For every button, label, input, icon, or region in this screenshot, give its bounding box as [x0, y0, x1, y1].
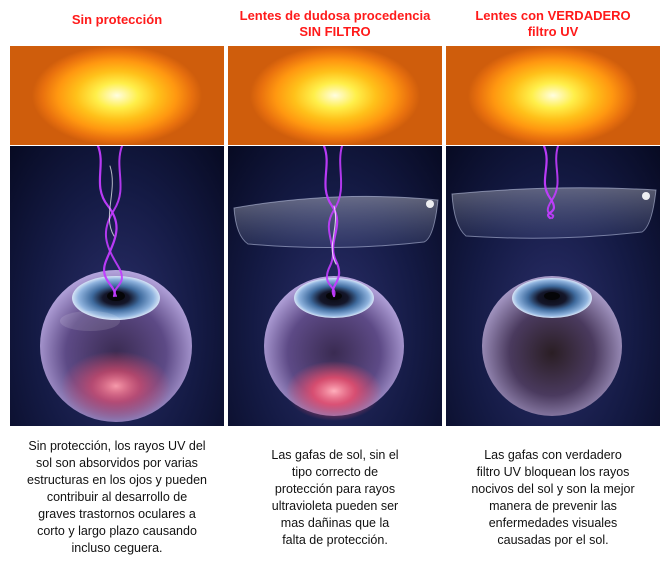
panel-title: Lentes con VERDADERO filtro UV: [446, 4, 660, 44]
description-line: ultravioleta pueden ser: [271, 499, 399, 513]
panel-sin-proteccion: Sin protección: [10, 0, 224, 566]
description-line: mas dañinas que la: [280, 516, 390, 530]
panel-title: Lentes de dudosa procedencia SIN FILTRO: [228, 4, 442, 44]
panel-title-line: Lentes con VERDADERO: [475, 8, 631, 23]
description-line: estructuras en los ojos y pueden: [27, 473, 207, 487]
eye-ball-icon: [482, 276, 622, 416]
panel-title-line: filtro UV: [527, 24, 579, 39]
eye-illustration: [10, 146, 224, 426]
description-line: Las gafas de sol, sin el: [271, 448, 399, 462]
sun-glow-image: [446, 46, 660, 145]
eye-illustration: [228, 146, 442, 426]
panel-description: Las gafas de sol, sin el tipo correcto d…: [228, 447, 442, 549]
lens-icon: [233, 195, 439, 249]
description-line: corto y largo plazo causando: [37, 524, 197, 538]
description-line: Sin protección, los rayos UV del: [28, 439, 206, 453]
description-line: tipo correcto de: [291, 465, 379, 479]
description-line: graves trastornos oculares a: [38, 507, 196, 521]
uv-ray-icon: [542, 146, 559, 220]
description-line: falta de protección.: [282, 533, 388, 547]
panel-filtro-uv: Lentes con VERDADERO filtro UV: [446, 0, 660, 566]
panel-title-text: Sin protección: [71, 12, 163, 27]
panel-sin-filtro: Lentes de dudosa procedencia SIN FILTRO: [228, 0, 442, 566]
description-line: contribuir al desarrollo de: [46, 490, 188, 504]
description-line: Las gafas con verdadero: [484, 448, 622, 462]
uv-ray-icon: [96, 146, 123, 298]
panel-title: Sin protección: [10, 8, 224, 32]
eye-ball-icon: [40, 270, 192, 422]
panel-description: Sin protección, los rayos UV del sol son…: [10, 438, 224, 557]
description-line: manera de prevenir las: [489, 499, 617, 513]
sun-glow-image: [228, 46, 442, 145]
panel-description: Las gafas con verdadero filtro UV bloque…: [446, 447, 660, 549]
eye-ball-icon: [264, 276, 404, 421]
description-line: sol son absorvidos por varias: [36, 456, 198, 470]
description-line: protección para rayos: [274, 482, 396, 496]
uv-ray-icon: [322, 146, 343, 298]
lens-icon: [451, 187, 657, 239]
description-line: causadas por el sol.: [497, 533, 609, 547]
sun-glow-image: [10, 46, 224, 145]
panel-title-line: SIN FILTRO: [299, 24, 371, 39]
description-line: enfermedades visuales: [488, 516, 618, 530]
description-line: incluso ceguera.: [71, 541, 163, 555]
eye-illustration: [446, 146, 660, 426]
panel-title-line: Lentes de dudosa procedencia: [239, 8, 431, 23]
description-line: nocivos del sol y son la mejor: [471, 482, 635, 496]
description-line: filtro UV bloquean los rayos: [476, 465, 630, 479]
